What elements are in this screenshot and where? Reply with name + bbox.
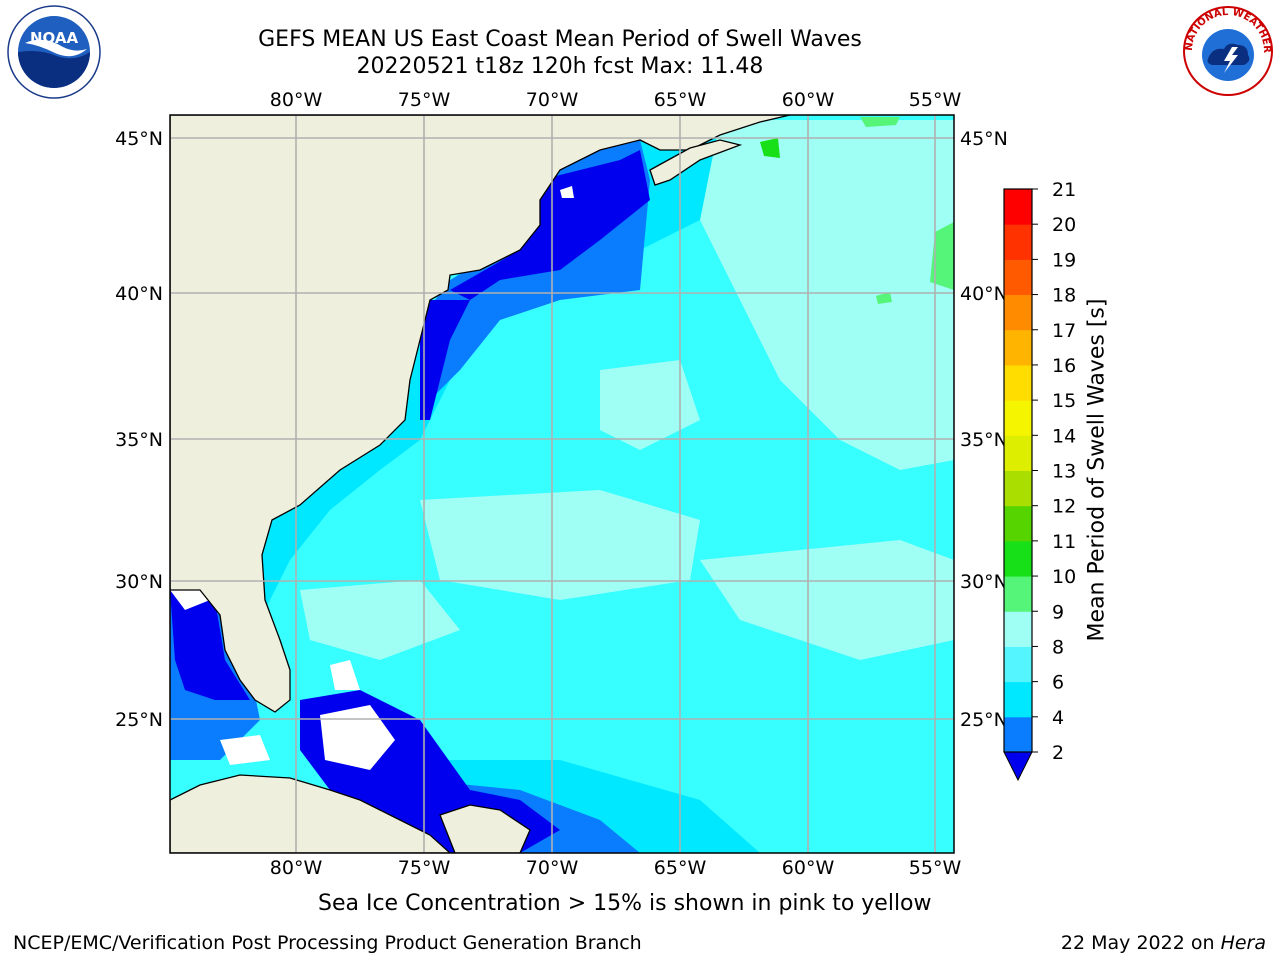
colorbar-tick-label: 20 — [1052, 214, 1076, 236]
colorbar-segment — [1004, 329, 1032, 366]
colorbar-segment — [1004, 540, 1032, 577]
no-data-patch — [560, 186, 574, 198]
swell-zone-8-9-southeast — [700, 540, 954, 660]
land-cuba — [170, 774, 451, 853]
footer-date-text: 22 May 2022 on — [1060, 932, 1221, 954]
sea-ice-caption: Sea Ice Concentration > 15% is shown in … — [318, 891, 932, 916]
colorbar-title: Mean Period of Swell Waves [s] — [1084, 298, 1110, 642]
map-field — [170, 115, 954, 853]
lon-labels-top: 80°W 75°W 70°W 65°W 60°W 55°W — [270, 89, 962, 111]
no-data-patch — [320, 705, 395, 770]
lat-label: 30°N — [960, 571, 1008, 593]
graticule — [170, 115, 954, 853]
swell-spot-9-10-mid — [876, 292, 892, 304]
colorbar-tick-label: 16 — [1052, 355, 1076, 377]
colorbar-tick-label: 11 — [1052, 531, 1076, 553]
lon-label: 80°W — [270, 89, 323, 111]
noaa-logo-icon: NOAA — [7, 5, 101, 99]
colorbar-segment — [1004, 259, 1032, 296]
lat-label: 25°N — [115, 709, 163, 731]
colorbar-segment — [1004, 681, 1032, 718]
colorbar-tick-label: 2 — [1052, 742, 1064, 764]
footer-credit: NCEP/EMC/Verification Post Processing Pr… — [13, 932, 642, 954]
colorbar-tick-label: 18 — [1052, 285, 1076, 307]
lat-label: 40°N — [115, 283, 163, 305]
colorbar-segment — [1004, 611, 1032, 647]
map-frame — [169, 114, 955, 854]
footer-host: Hera — [1220, 932, 1266, 954]
lat-label: 40°N — [960, 283, 1008, 305]
noaa-logo-text: NOAA — [30, 29, 79, 47]
colorbar-segment — [1004, 364, 1032, 401]
colorbar-tick-label: 19 — [1052, 249, 1076, 271]
colorbar-segment — [1004, 470, 1032, 507]
colorbar-tick-label: 21 — [1052, 179, 1076, 201]
lat-labels-right: 45°N 40°N 35°N 30°N 25°N — [960, 128, 1008, 731]
colorbar-tick-label: 12 — [1052, 496, 1076, 518]
swell-zone-8-9-central — [600, 360, 700, 450]
colorbar-tick-label: 9 — [1052, 601, 1064, 623]
map-title: GEFS MEAN US East Coast Mean Period of S… — [258, 27, 862, 52]
lat-label: 35°N — [115, 429, 163, 451]
lat-label: 45°N — [115, 128, 163, 150]
colorbar-tick-label: 6 — [1052, 672, 1064, 694]
land-north-america — [170, 115, 791, 713]
lat-label: 45°N — [960, 128, 1008, 150]
swell-zone-2-4-mid-atlantic — [420, 300, 470, 420]
lon-label: 80°W — [270, 857, 323, 879]
swell-spot-10-11-nova-scotia — [760, 138, 780, 158]
lon-label: 75°W — [398, 89, 451, 111]
swell-zone-8-9-florida — [300, 580, 460, 660]
colorbar-tick-label: 4 — [1052, 707, 1064, 729]
colorbar-segment — [1004, 189, 1032, 225]
colorbar-segment — [1004, 716, 1032, 753]
colorbar-segment — [1004, 294, 1032, 331]
colorbar-segment — [1004, 400, 1032, 436]
lon-label: 55°W — [909, 89, 962, 111]
lon-label: 65°W — [654, 857, 707, 879]
colorbar-tick-label: 10 — [1052, 566, 1076, 588]
swell-zone-8-9-south — [420, 490, 700, 600]
swell-zone-2-4-west-florida — [170, 590, 250, 700]
no-data-patch — [330, 660, 360, 690]
lon-label: 75°W — [398, 857, 451, 879]
nws-logo-icon: NATIONAL WEATHER SERVICE — [1178, 3, 1273, 96]
swell-spot-9-10-east — [930, 222, 954, 290]
colorbar-segment — [1004, 646, 1032, 683]
colorbar-segment — [1004, 576, 1032, 612]
lon-label: 55°W — [909, 857, 962, 879]
colorbar-tick-label: 15 — [1052, 390, 1076, 412]
swell-spot-9-10-north — [860, 117, 900, 127]
footer-date: 22 May 2022 on Hera — [1061, 932, 1266, 954]
colorbar-segments — [1004, 189, 1032, 753]
lat-label: 25°N — [960, 709, 1008, 731]
land-hispaniola — [439, 804, 531, 853]
swell-zone-2-4-gulf-of-maine — [450, 150, 650, 300]
no-data-patch — [220, 735, 270, 765]
lon-labels-bottom: 80°W 75°W 70°W 65°W 60°W 55°W — [270, 857, 962, 879]
land-nova-scotia — [649, 139, 743, 186]
colorbar-segment — [1004, 435, 1032, 471]
map-subtitle: 20220521 t18z 120h fcst Max: 11.48 — [356, 54, 764, 79]
colorbar-tick-label: 14 — [1052, 425, 1076, 447]
colorbar-segment — [1004, 505, 1032, 542]
lat-labels-left: 45°N 40°N 35°N 30°N 25°N — [115, 128, 163, 731]
lat-label: 30°N — [115, 571, 163, 593]
colorbar-tick-label: 8 — [1052, 636, 1064, 658]
colorbar-underflow-triangle — [1003, 751, 1033, 782]
swell-zone-8-9-east — [700, 120, 954, 470]
colorbar-tick-label: 13 — [1052, 461, 1076, 483]
lon-label: 70°W — [526, 857, 579, 879]
colorbar: 2 4 6 8 9 10 11 12 13 14 15 16 17 18 19 20 21 — [1003, 179, 1076, 782]
lon-label: 60°W — [782, 89, 835, 111]
lon-label: 70°W — [526, 89, 579, 111]
lon-label: 60°W — [782, 857, 835, 879]
colorbar-tick-label: 17 — [1052, 320, 1076, 342]
no-data-patch — [170, 588, 210, 610]
colorbar-ticks: 2 4 6 8 9 10 11 12 13 14 15 16 17 18 19 20 21 — [1032, 179, 1076, 764]
lon-label: 65°W — [654, 89, 707, 111]
lat-label: 35°N — [960, 429, 1008, 451]
colorbar-segment — [1004, 224, 1032, 260]
